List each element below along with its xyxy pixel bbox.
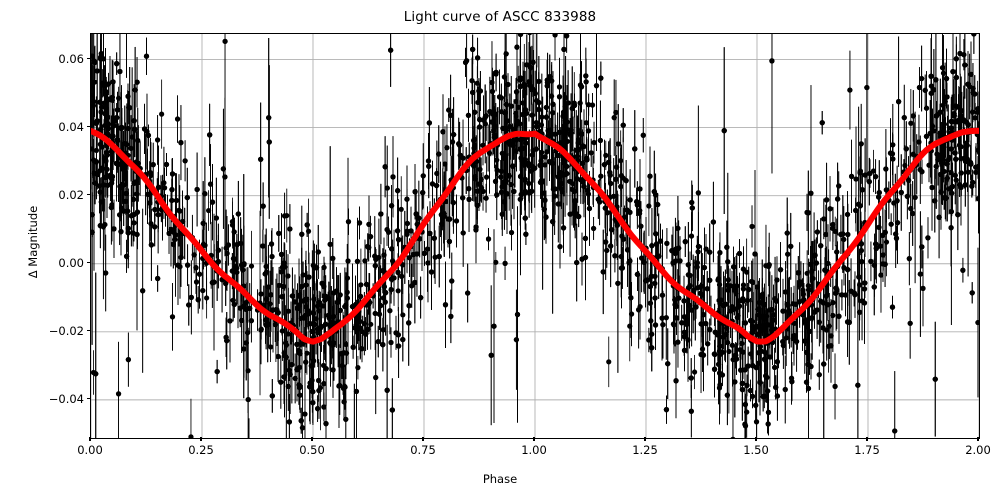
- plot-svg: [91, 34, 979, 438]
- x-tick-mark: [533, 437, 535, 441]
- y-tick-mark: [86, 126, 90, 128]
- binned-mean-line: [91, 127, 979, 345]
- y-axis-label: Δ Magnitude: [26, 205, 40, 279]
- y-tick-label: 0.00: [58, 255, 84, 270]
- x-tick-label: 0.75: [410, 443, 436, 457]
- x-tick-label: 0.25: [188, 443, 214, 457]
- chart-title: Light curve of ASCC 833988: [403, 9, 597, 25]
- y-tick-label: −0.02: [48, 323, 84, 338]
- x-tick-label: 0.50: [299, 443, 325, 457]
- x-tick-mark: [866, 437, 868, 441]
- y-tick-label: 0.06: [58, 51, 84, 66]
- y-tick-mark: [86, 194, 90, 196]
- y-tick-mark: [86, 262, 90, 264]
- y-tick-mark: [86, 330, 90, 332]
- x-tick-label: 1.00: [521, 443, 547, 457]
- x-tick-mark: [755, 437, 757, 441]
- x-tick-mark: [89, 437, 91, 441]
- x-tick-label: 0.00: [77, 443, 103, 457]
- x-tick-mark: [200, 437, 202, 441]
- x-tick-mark: [311, 437, 313, 441]
- y-tick-label: 0.02: [58, 187, 84, 202]
- x-tick-label: 2.00: [965, 443, 991, 457]
- y-tick-label: 0.04: [58, 119, 84, 134]
- x-tick-label: 1.50: [743, 443, 769, 457]
- plot-area: [90, 33, 980, 439]
- y-tick-mark: [86, 57, 90, 60]
- binned-mean-curve: [91, 127, 979, 345]
- x-tick-mark: [977, 437, 979, 441]
- x-tick-label: 1.75: [854, 443, 880, 457]
- x-axis-label: Phase: [482, 472, 518, 486]
- x-tick-mark: [644, 437, 646, 441]
- x-tick-label: 1.25: [632, 443, 658, 457]
- y-tick-mark: [86, 398, 90, 400]
- x-tick-mark: [422, 437, 424, 441]
- y-tick-label: −0.04: [48, 391, 84, 406]
